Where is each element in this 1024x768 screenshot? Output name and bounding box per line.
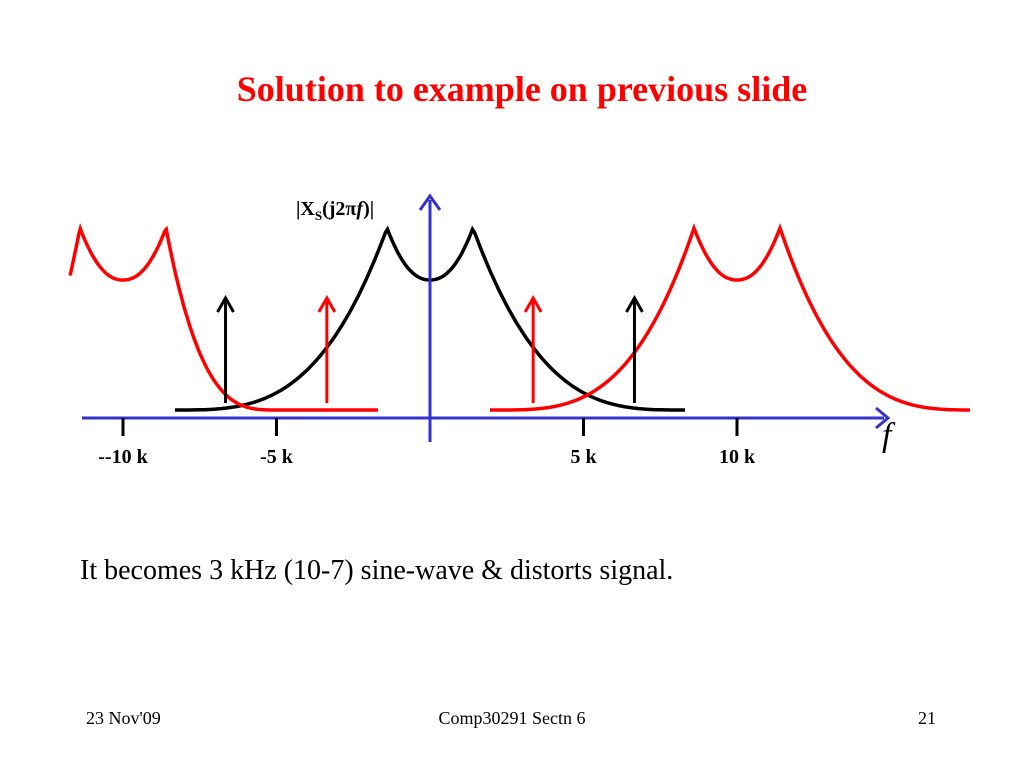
explanation-text: It becomes 3 kHz (10-7) sine-wave & dist… xyxy=(80,555,674,586)
impulse-alias-negative xyxy=(317,294,337,403)
tick-label: 10 k xyxy=(719,446,756,468)
image-spectrum-negative xyxy=(68,222,378,412)
footer-course: Comp30291 Sectn 6 xyxy=(438,708,586,728)
spectrum-curves xyxy=(68,222,970,412)
tick-label: --10 k xyxy=(98,446,148,468)
slide-title: Solution to example on previous slide xyxy=(236,69,808,109)
impulse-alias-positive xyxy=(523,294,543,403)
axes xyxy=(82,193,891,442)
x-axis-arrowhead xyxy=(875,406,891,430)
x-ticks: --10 k -5 k 5 k 10 k xyxy=(98,418,756,468)
impulse-original-positive xyxy=(625,294,644,403)
footer-date: 23 Nov'09 xyxy=(86,708,161,728)
impulse-original-negative xyxy=(216,294,235,403)
x-axis-label: f xyxy=(882,417,896,454)
y-axis-arrowhead xyxy=(418,193,442,211)
tick-label: -5 k xyxy=(260,446,294,468)
y-axis-label: |XS(j2πf)| xyxy=(296,198,374,223)
image-spectrum-positive xyxy=(490,223,970,412)
tick-label: 5 k xyxy=(570,446,597,468)
footer-page-number: 21 xyxy=(918,708,936,728)
impulse-arrows xyxy=(216,294,644,403)
